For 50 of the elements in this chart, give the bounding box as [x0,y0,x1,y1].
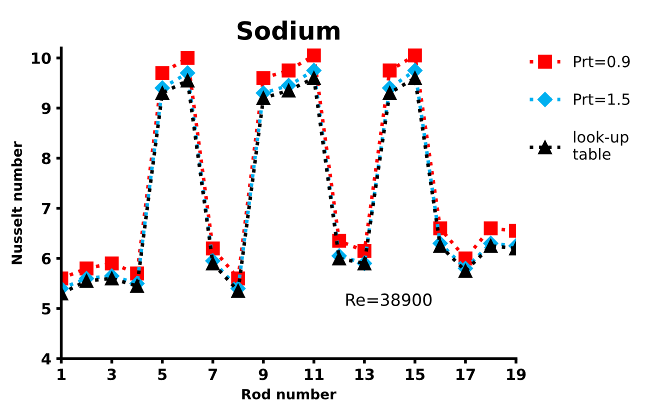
point [306,71,321,85]
point [382,86,397,100]
point [306,48,321,62]
point [231,284,246,298]
point [180,51,195,65]
point [484,238,498,253]
point [484,221,498,236]
legend-label: look-up table [572,130,628,160]
x-tick-label: 11 [304,368,324,380]
legend-label: Prt=0.9 [574,56,630,68]
x-tick-label: 7 [208,368,217,380]
y-tick-label: 8 [42,152,51,164]
point [332,251,346,266]
point [408,48,422,62]
x-tick-label: 17 [456,368,475,380]
annotation: Re=38900 [346,293,432,306]
chart-title: Sodium [238,20,340,40]
point [130,279,144,293]
y-tick-label: 5 [42,303,50,315]
point [458,264,472,278]
y-tick-label: 6 [42,252,51,264]
y-axis-title: Nusselt number [11,141,22,264]
point [80,261,94,276]
legend-label: Prt=1.5 [574,94,630,106]
x-tick-label: 9 [258,368,268,380]
y-tick-label: 9 [42,102,51,114]
point [155,66,170,80]
x-tick-label: 19 [507,368,526,380]
x-tick-label: 5 [158,368,167,380]
point [206,256,220,270]
x-tick-label: 1 [58,368,66,380]
point [155,86,170,100]
y-tick-label: 7 [42,202,50,214]
point [80,274,94,288]
y-tick-label: 4 [42,353,51,364]
x-tick-label: 15 [406,368,425,380]
point [180,74,195,88]
point [104,272,119,286]
point [382,64,397,78]
point [282,84,296,98]
x-axis-title: Rod number [242,388,336,400]
point [256,91,270,106]
point [256,71,270,85]
y-tick-label: 10 [32,52,51,64]
x-tick-label: 13 [356,368,374,380]
point [408,71,422,85]
point [104,256,119,270]
point [433,238,448,253]
point [282,64,296,78]
x-tick-label: 3 [108,368,116,380]
